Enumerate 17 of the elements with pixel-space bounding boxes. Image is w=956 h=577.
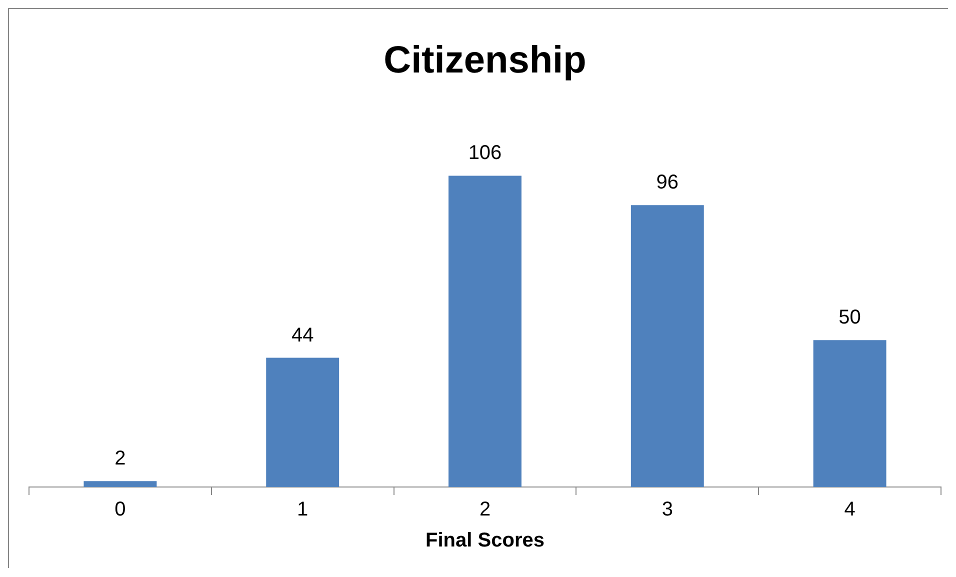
bar — [84, 481, 157, 487]
data-label: 2 — [114, 448, 126, 470]
x-tick-label: 2 — [479, 498, 491, 521]
data-label: 96 — [656, 172, 679, 194]
x-tick-label: 3 — [662, 498, 673, 521]
bar — [448, 176, 522, 487]
data-label: 50 — [838, 306, 861, 329]
x-axis-title: Final Scores — [426, 530, 544, 552]
data-label: 44 — [291, 324, 314, 346]
x-tick-label: 1 — [297, 498, 308, 521]
bar — [813, 340, 886, 487]
x-tick-label: 0 — [114, 498, 126, 521]
data-label: 106 — [468, 142, 502, 164]
x-tick-label: 4 — [844, 498, 856, 521]
chart-title: Citizenship — [384, 39, 586, 82]
bar — [630, 205, 704, 487]
bar — [266, 358, 340, 487]
